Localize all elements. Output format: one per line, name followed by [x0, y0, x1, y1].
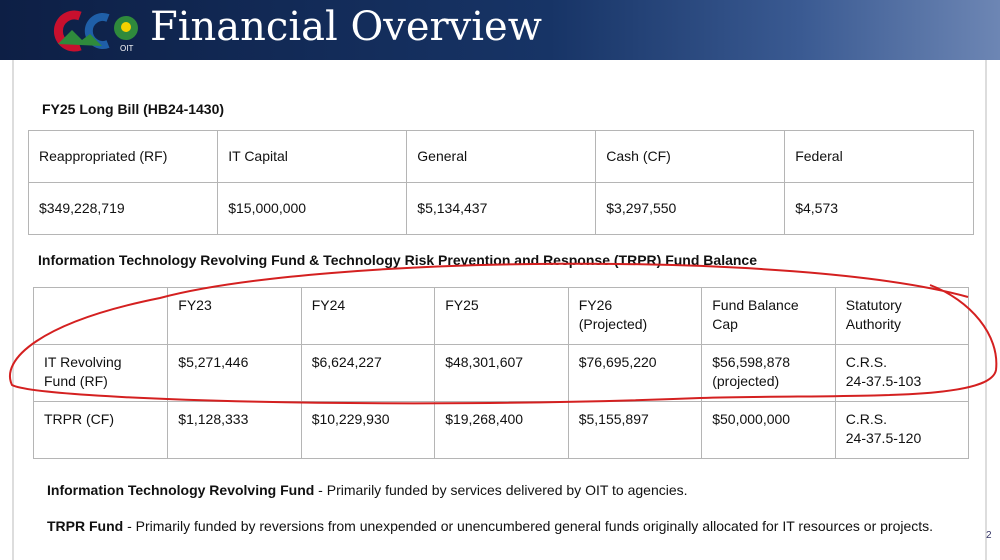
table-cell: FY26 (Projected) — [567, 287, 703, 345]
table-cell: $15,000,000 — [217, 182, 408, 235]
long-bill-table: Reappropriated (RF) IT Capital General Cash… — [27, 130, 974, 235]
table-cell: $76,695,220 — [567, 344, 703, 402]
table-cell: C.R.S. 24-37.5-120 — [834, 401, 970, 459]
table-row: $349,228,719 $15,000,000 $5,134,437 $3,297,… — [27, 182, 974, 235]
table-cell: FY25 — [434, 287, 569, 345]
table-cell: Federal — [784, 130, 974, 183]
table-cell: TRPR (CF) — [32, 401, 169, 459]
table-cell: FY23 — [167, 287, 302, 345]
logo: OIT — [54, 10, 138, 53]
table-cell — [32, 287, 169, 345]
table-cell: $10,229,930 — [300, 401, 436, 459]
table-cell: IT Capital — [217, 130, 408, 183]
note-lead: Information Technology Revolving Fund — [47, 482, 315, 498]
note: TRPR Fund - Primarily funded by reversio… — [47, 517, 967, 536]
note: Information Technology Revolving Fund - … — [47, 481, 967, 500]
table-cell: Reappropriated (RF) — [27, 130, 219, 183]
table-cell: $5,271,446 — [167, 344, 302, 402]
table-cell: C.R.S. 24-37.5-103 — [834, 344, 970, 402]
table-cell: $349,228,719 — [27, 182, 219, 235]
table-cell: Fund Balance Cap — [701, 287, 836, 345]
table-cell: FY24 — [300, 287, 436, 345]
banner — [0, 0, 1000, 60]
section-title: Information Technology Revolving Fund & … — [38, 252, 757, 268]
table-row: IT Revolving Fund (RF) $5,271,446 $6,624,2… — [32, 344, 970, 402]
table-cell: $4,573 — [784, 182, 974, 235]
title: Financial Overview — [150, 4, 542, 50]
table-cell: $56,598,878 (projected) — [701, 344, 836, 402]
note-lead: TRPR Fund — [47, 518, 124, 534]
table-cell: $6,624,227 — [300, 344, 436, 402]
table-cell: $50,000,000 — [701, 401, 836, 459]
frame — [12, 60, 14, 560]
table-row: TRPR (CF) $1,128,333 $10,229,930 $19,268,40… — [32, 401, 970, 459]
table-row: FY23 FY24 FY25 FY26 (Projected) Fund Balance… — [32, 287, 970, 345]
table-cell: IT Revolving Fund (RF) — [32, 344, 169, 402]
table-cell: $19,268,400 — [434, 401, 569, 459]
fund-balance-table: FY23 FY24 FY25 FY26 (Projected) Fund Balance… — [32, 287, 970, 459]
table-row: Reappropriated (RF) IT Capital General Cash… — [27, 130, 974, 183]
page-number: 2 — [986, 530, 992, 541]
table-cell: $3,297,550 — [595, 182, 786, 235]
table-cell: $5,155,897 — [567, 401, 703, 459]
table-cell: $1,128,333 — [167, 401, 302, 459]
section-title: FY25 Long Bill (HB24-1430) — [42, 101, 225, 117]
table-cell: Cash (CF) — [595, 130, 786, 183]
table-cell: General — [406, 130, 597, 183]
table-cell: $5,134,437 — [406, 182, 597, 235]
table-cell: $48,301,607 — [434, 344, 569, 402]
logo-text: OIT — [120, 44, 133, 53]
table-cell: Statutory Authority — [834, 287, 970, 345]
frame — [985, 60, 987, 560]
note-text: - Primarily funded by reversions from un… — [123, 518, 934, 534]
note-text: - Primarily funded by services delivered… — [314, 482, 688, 498]
